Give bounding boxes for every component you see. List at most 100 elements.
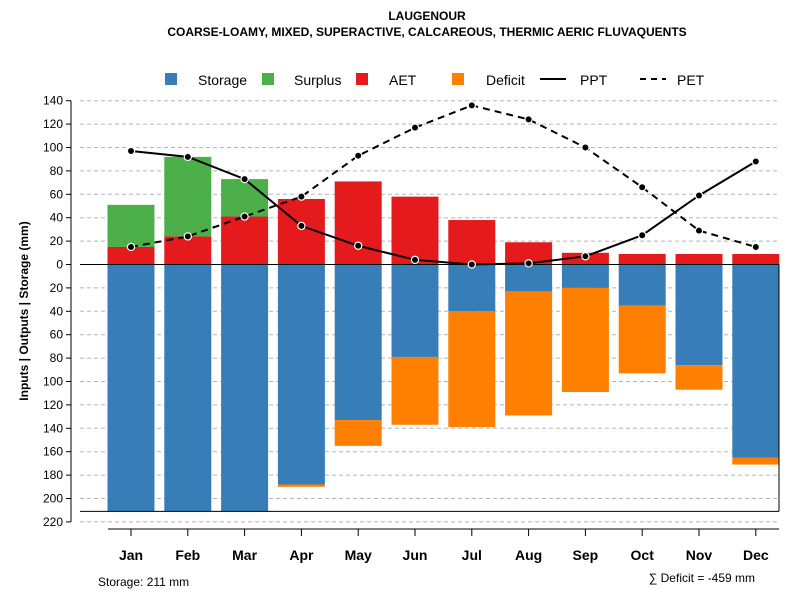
x-tick-label: Mar [232, 547, 257, 563]
storage-bar [334, 264, 382, 421]
plot-frame [80, 264, 780, 512]
aet-bar [107, 246, 155, 265]
deficit-bar [561, 287, 609, 393]
storage-bar [618, 264, 666, 306]
y-tick-label: 160 [43, 445, 63, 459]
y-tick-label: 180 [43, 468, 63, 482]
y-tick-label: 60 [50, 187, 64, 201]
storage-bar [732, 264, 780, 458]
aet-bar [618, 253, 666, 265]
x-tick-label: Oct [631, 547, 655, 563]
ppt-point [126, 146, 136, 156]
x-tick-label: Dec [743, 547, 769, 563]
ppt-point [297, 221, 306, 231]
aet-bar [675, 253, 723, 265]
pet-point [524, 115, 533, 124]
pet-point [354, 151, 363, 160]
bars [107, 156, 780, 512]
pet-point [467, 101, 476, 110]
deficit-bar [732, 457, 780, 465]
ppt-point [240, 174, 249, 184]
storage-bar [277, 264, 325, 485]
y-tick-label: 100 [43, 375, 63, 389]
ppt-line [130, 150, 757, 266]
storage-bar [164, 264, 212, 512]
aet-bar [732, 253, 780, 265]
x-tick-label: Jul [462, 547, 482, 563]
y-tick-label: 200 [43, 492, 63, 506]
pet-point [694, 226, 704, 235]
pet-point [297, 192, 306, 201]
y-tick-label: 20 [50, 281, 64, 295]
x-tick-label: Jan [119, 547, 143, 563]
y-tick-label: 140 [43, 94, 63, 108]
legend: Storage Surplus AET Deficit PPT PET [165, 72, 705, 88]
ppt-point [524, 259, 533, 268]
storage-bar [448, 264, 496, 312]
surplus-bar [164, 156, 212, 237]
storage-capacity-note: Storage: 211 mm [98, 575, 189, 589]
deficit-bar [277, 484, 325, 487]
legend-surplus-label: Surplus [294, 72, 341, 88]
x-axis: Jan Feb Mar Apr May Jun Jul Aug Sep Oct Nov Dec [108, 528, 779, 563]
deficit-bar [675, 365, 723, 390]
y-tick-label: 40 [50, 304, 64, 318]
x-tick-label: Apr [289, 547, 314, 563]
legend-storage-swatch [165, 73, 177, 85]
storage-bar [675, 264, 723, 366]
y-tick-label: 20 [50, 234, 64, 248]
pet-point [410, 123, 420, 132]
legend-aet-swatch [356, 73, 368, 85]
legend-aet-label: AET [389, 72, 417, 88]
aet-bar [505, 242, 553, 265]
y-tick-label: 100 [43, 141, 63, 155]
x-tick-label: Nov [686, 547, 713, 563]
legend-deficit-label: Deficit [486, 72, 525, 88]
y-tick-label: 0 [56, 258, 63, 272]
deficit-bar [391, 356, 439, 425]
legend-surplus-swatch [262, 73, 274, 85]
ppt-point [694, 191, 704, 200]
storage-bar [505, 264, 553, 292]
ppt-point [354, 241, 363, 250]
y-tick-label: 80 [50, 351, 64, 365]
aet-bar [334, 181, 382, 265]
legend-ppt-label: PPT [580, 72, 608, 88]
surplus-bar [107, 204, 155, 247]
y-tick-label: 80 [50, 164, 64, 178]
storage-bar [561, 264, 609, 288]
pet-point [581, 143, 590, 152]
pet-line [130, 104, 757, 248]
ppt-point [467, 260, 476, 269]
y-tick-label: 220 [43, 515, 63, 529]
ppt-point [638, 231, 647, 240]
x-tick-label: Aug [515, 547, 542, 563]
aet-bar [448, 220, 496, 265]
x-tick-label: Sep [573, 547, 599, 563]
pet-point [183, 232, 192, 241]
storage-bar [391, 264, 439, 357]
deficit-bar [448, 311, 496, 428]
aet-bar [164, 236, 212, 265]
total-deficit-note: ∑ Deficit = -459 mm [649, 571, 755, 585]
deficit-bar [505, 291, 553, 416]
lines [126, 101, 761, 269]
legend-deficit-swatch [452, 73, 464, 85]
pet-point [240, 212, 249, 221]
pet-point [638, 183, 647, 192]
x-tick-label: Feb [175, 547, 200, 563]
ppt-point [410, 255, 420, 265]
chart-subtitle: COARSE-LOAMY, MIXED, SUPERACTIVE, CALCAR… [167, 25, 686, 39]
chart-title: LAUGENOUR [388, 9, 466, 23]
ppt-point [183, 152, 192, 162]
aet-bar [391, 196, 439, 265]
storage-bar [107, 264, 155, 512]
y-tick-label: 60 [50, 328, 64, 342]
x-tick-label: Jun [403, 547, 428, 563]
deficit-bar [334, 420, 382, 446]
legend-pet-label: PET [677, 72, 705, 88]
aet-bar [221, 216, 269, 265]
ppt-point [581, 252, 590, 261]
deficit-bar [618, 305, 666, 374]
